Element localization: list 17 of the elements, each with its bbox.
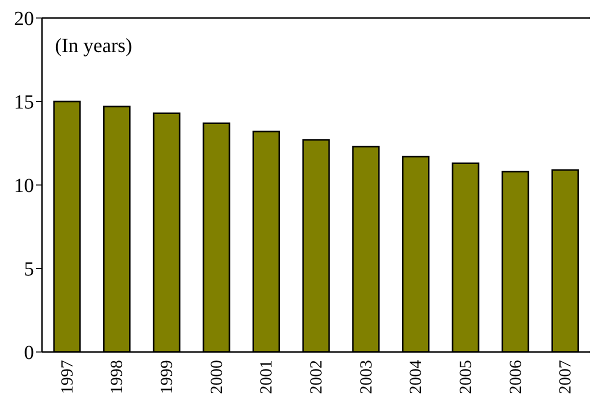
x-tick-label: 2005 <box>456 360 475 394</box>
x-tick-label: 2007 <box>556 360 575 394</box>
y-tick-label: 0 <box>24 342 34 364</box>
y-tick-label: 15 <box>14 92 34 114</box>
x-tick-label: 1999 <box>157 360 176 394</box>
x-tick-label: 2002 <box>306 360 326 394</box>
annotation: (In years) <box>55 35 132 57</box>
x-tick-label: 2006 <box>506 360 525 394</box>
x-tick-label: 2000 <box>206 360 226 394</box>
x-tick-label: 2001 <box>256 360 276 394</box>
y-tick-label: 10 <box>14 175 34 198</box>
x-tick-label: 2004 <box>406 360 426 394</box>
y-tick-label: 5 <box>24 258 34 281</box>
x-tick-label: 1997 <box>57 360 76 394</box>
x-tick-label: 1998 <box>107 360 126 394</box>
y-tick-label: 20 <box>14 8 34 30</box>
x-tick-label: 2003 <box>356 360 376 394</box>
